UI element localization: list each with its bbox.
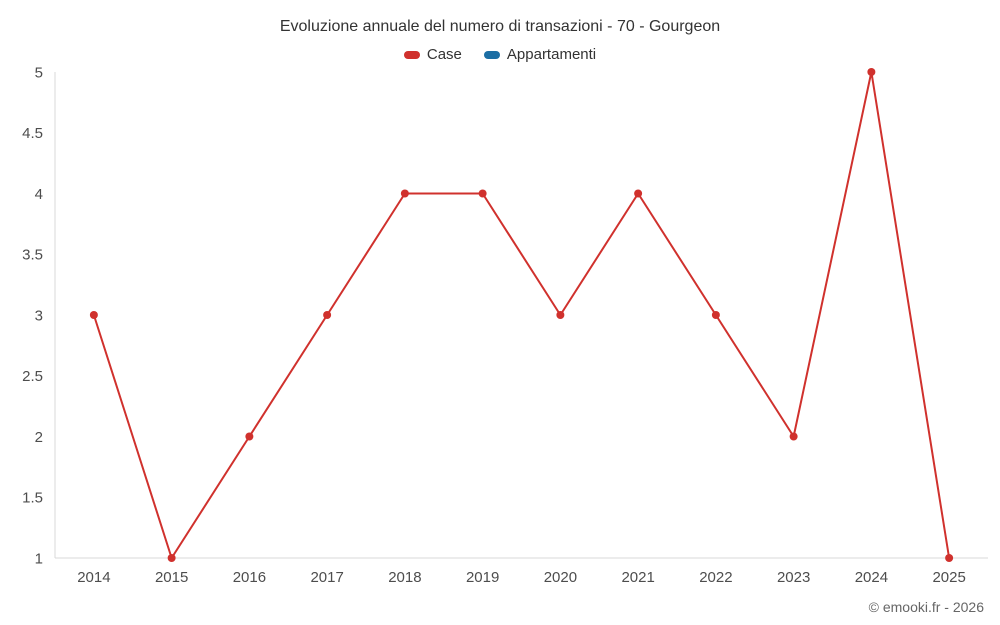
legend-marker-appartamenti xyxy=(483,50,500,59)
x-tick-label: 2022 xyxy=(699,569,732,586)
x-tick-label: 2023 xyxy=(777,569,810,586)
series-line xyxy=(92,71,951,559)
x-tick-label: 2018 xyxy=(388,569,421,586)
chart-title: Evoluzione annuale del numero di transaz… xyxy=(279,18,721,35)
data-point[interactable] xyxy=(89,311,98,319)
y-tick-label: 3 xyxy=(35,307,43,324)
y-tick-label: 4 xyxy=(35,186,43,203)
x-tick-label: 2025 xyxy=(932,569,965,586)
x-tick-label: 2014 xyxy=(77,569,110,586)
data-point[interactable] xyxy=(789,432,798,441)
x-tick-label: 2017 xyxy=(310,569,343,586)
data-point[interactable] xyxy=(945,554,954,562)
data-point[interactable] xyxy=(634,189,643,198)
y-tick-label: 4.5 xyxy=(22,125,43,142)
x-tick-label: 2016 xyxy=(233,569,266,586)
legend-marker-case xyxy=(403,50,420,59)
data-point[interactable] xyxy=(167,554,176,562)
legend-label-appartamenti: Appartamenti xyxy=(506,46,597,63)
data-point[interactable] xyxy=(478,189,487,198)
y-tick-label: 3.5 xyxy=(22,247,43,264)
x-tick-label: 2020 xyxy=(544,569,577,586)
x-tick-label: 2019 xyxy=(466,569,499,586)
legend-item-case[interactable]: Case xyxy=(403,46,462,63)
y-tick-label: 1.5 xyxy=(22,490,43,507)
x-tick-label: 2021 xyxy=(621,569,654,586)
x-tick-label: 2015 xyxy=(155,569,188,586)
y-tick-label: 1 xyxy=(35,550,43,567)
legend-label-case: Case xyxy=(426,46,462,63)
y-tick-label: 2 xyxy=(35,429,43,446)
watermark: © emooki.fr - 2026 xyxy=(868,599,984,615)
data-point[interactable] xyxy=(711,311,720,319)
legend-item-appartamenti[interactable]: Appartamenti xyxy=(483,46,597,63)
data-point[interactable] xyxy=(867,68,876,76)
data-point[interactable] xyxy=(245,432,254,441)
y-tick-label: 2.5 xyxy=(22,368,43,385)
data-point[interactable] xyxy=(400,189,409,198)
data-point[interactable] xyxy=(323,311,332,319)
y-tick-label: 5 xyxy=(35,64,43,81)
legend: Case Appartamenti xyxy=(0,46,1000,63)
x-tick-label: 2024 xyxy=(855,569,888,586)
data-point[interactable] xyxy=(556,311,565,319)
